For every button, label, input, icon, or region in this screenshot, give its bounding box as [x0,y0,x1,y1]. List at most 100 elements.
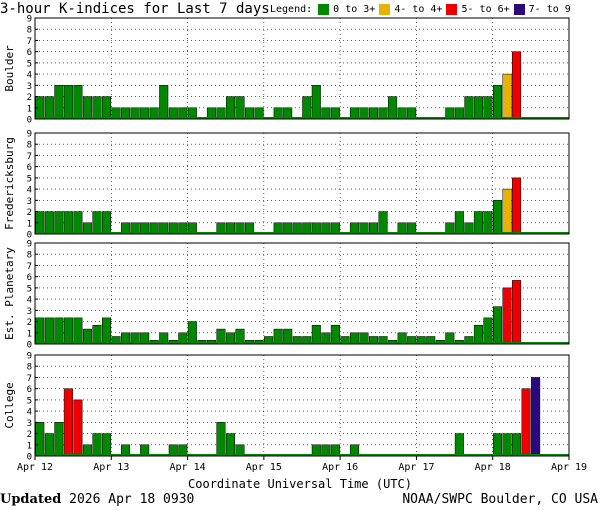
y-tick-label: 4 [27,408,32,418]
y-tick-label: 9 [27,240,32,250]
y-tick-label: 9 [27,130,32,140]
k-index-bar [502,433,512,457]
panel-frame [34,132,570,235]
x-tick-label: Apr 19 [551,462,587,473]
updated-value: 2026 Apr 18 0930 [69,492,195,507]
legend-item-green: 0 to 3+ [318,4,375,15]
k-index-bar [512,433,522,457]
k-index-bar [483,96,493,120]
k-index-bar [473,325,483,345]
k-index-chart: 0123456789Boulder0123456789Fredericksbur… [3,15,587,474]
k-index-bar [311,325,321,345]
y-tick-label: 8 [27,251,32,261]
k-index-bar [454,433,464,457]
k-index-bar [311,85,321,120]
y-tick-label: 0 [27,231,32,241]
panel-name-label: Est. Planetary [3,247,16,340]
y-tick-label: 0 [27,341,32,351]
k-index-bar [102,211,112,235]
page-title: 3-hour K-indices for Last 7 days [0,1,270,17]
panel-name-label: College [3,382,16,428]
k-index-bar [35,422,45,457]
k-index-bar [54,422,64,457]
k-index-bar [54,317,64,345]
legend-label: Legend: [270,4,313,15]
k-index-bar [521,388,531,457]
k-index-bar [73,399,83,457]
k-index-bar [44,211,54,235]
y-tick-label: 1 [27,329,32,339]
y-tick-label: 8 [27,26,32,36]
k-index-bar [502,287,512,345]
legend: Legend: 0 to 3+ 4- to 4+ 5- to 6+ 7- to … [270,4,575,15]
k-index-bar [483,211,493,235]
k-index-bar [283,328,293,345]
k-index-bar [63,317,73,345]
y-tick-label: 1 [27,104,32,114]
k-index-bar [502,188,512,235]
panel-frame [34,354,570,457]
panel-name-label: Boulder [3,45,16,92]
y-tick-label: 8 [27,363,32,373]
k-index-bar [464,96,474,120]
legend-item-purple: 7- to 9 [513,4,571,15]
y-tick-label: 4 [27,186,32,196]
y-tick-label: 1 [27,441,32,451]
k-index-bar [235,96,245,120]
y-tick-label: 3 [27,307,32,317]
k-index-bar [378,211,388,235]
y-tick-label: 2 [27,430,32,440]
y-tick-label: 6 [27,163,32,173]
y-tick-label: 7 [27,37,32,47]
legend-item-yellow: 4- to 4+ [379,4,442,15]
k-index-bar [44,96,54,120]
legend-item-red: 5- to 6+ [446,4,510,15]
y-tick-label: 4 [27,296,32,306]
y-tick-label: 5 [27,396,32,406]
panel-name-label: Fredericksburg [3,137,16,230]
y-tick-label: 5 [27,284,32,294]
updated-stamp: Updated 2026 Apr 18 0930 [0,492,194,507]
k-index-bar [102,96,112,120]
legend-item-label: 5- to 6+ [461,4,510,15]
k-index-bar [73,211,83,235]
y-tick-label: 5 [27,59,32,69]
y-tick-label: 3 [27,419,32,429]
legend-item-label: 7- to 9 [528,4,571,15]
y-tick-label: 6 [27,273,32,283]
k-index-bar [235,328,245,345]
k-index-bar [73,85,83,120]
k-index-bar [92,325,102,345]
k-index-bar [531,377,541,457]
x-tick-label: Apr 15 [246,462,282,473]
y-tick-label: 7 [27,374,32,384]
y-tick-label: 6 [27,385,32,395]
y-tick-label: 9 [27,352,32,362]
legend-swatch-green [318,4,330,15]
k-index-bar [92,433,102,457]
y-tick-label: 9 [27,15,32,25]
updated-label: Updated [0,492,62,507]
panel-frame [34,242,570,345]
y-tick-label: 3 [27,197,32,207]
x-tick-label: Apr 14 [170,462,206,473]
y-tick-label: 2 [27,318,32,328]
y-tick-label: 5 [27,174,32,184]
y-tick-label: 7 [27,262,32,272]
y-tick-label: 1 [27,219,32,229]
k-index-bar [216,422,226,457]
k-index-bar [216,328,226,345]
k-index-bar [302,96,312,120]
k-index-bar [273,328,283,345]
panel-frame [34,17,570,120]
k-index-bar [73,317,83,345]
k-index-bar [483,317,493,345]
legend-item-label: 4- to 4+ [394,4,443,15]
k-index-bar [102,317,112,345]
k-index-bar [492,433,503,457]
k-index-bar [102,433,112,457]
y-tick-label: 0 [27,453,32,463]
k-index-bar [473,211,483,235]
k-index-bar [54,211,64,235]
legend-swatch-red [446,4,458,15]
